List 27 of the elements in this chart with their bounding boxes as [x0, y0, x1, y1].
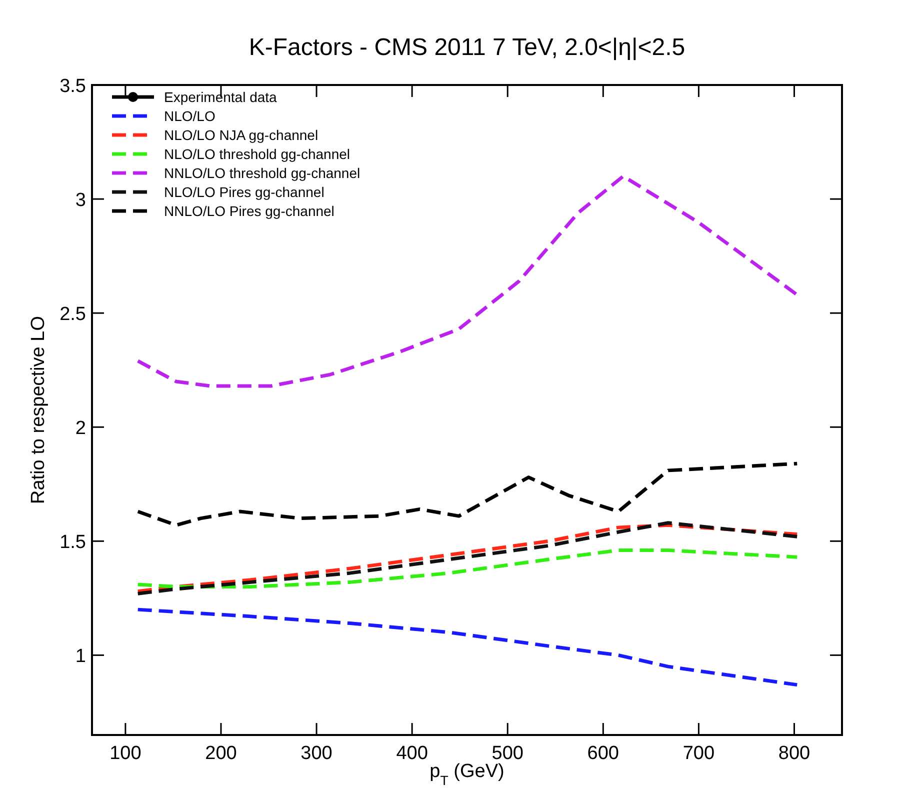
legend-label: NLO/LO threshold gg-channel	[164, 146, 350, 162]
chart-title: K-Factors - CMS 2011 7 TeV, 2.0<|η|<2.5	[248, 34, 686, 61]
legend-label: Experimental data	[164, 89, 278, 105]
y-tick-label: 2.5	[60, 304, 86, 326]
x-tick-label: 700	[682, 743, 715, 764]
x-tick-label: 100	[110, 743, 142, 764]
line-series	[136, 462, 799, 527]
legend-label: NNLO/LO Pires gg-channel	[164, 203, 334, 219]
line-series	[136, 608, 799, 687]
x-tick-label: 800	[778, 743, 810, 764]
x-tick-label: 400	[396, 743, 428, 764]
x-tick-label: 200	[205, 743, 237, 764]
legend-label: NNLO/LO threshold gg-channel	[164, 165, 360, 181]
y-tick-label: 3	[75, 190, 86, 212]
x-tick-label: 600	[587, 743, 619, 764]
y-tick-label: 1	[75, 646, 86, 668]
y-tick-label: 3.5	[60, 76, 86, 97]
x-axis-title: p$_{T}$ (GeV)	[430, 761, 504, 788]
y-tick-label: 1.5	[60, 532, 86, 554]
y-tick-label: 2	[75, 418, 86, 440]
x-tick-label: 300	[300, 743, 332, 764]
legend-label: NLO/LO NJA gg-channel	[164, 127, 318, 143]
x-tick-label: 500	[492, 743, 524, 764]
y-axis-title: Ratio to respective LO	[28, 316, 49, 504]
legend-label: NLO/LO Pires gg-channel	[164, 184, 324, 200]
legend-label: NLO/LO	[164, 108, 216, 124]
line-series	[136, 548, 799, 589]
